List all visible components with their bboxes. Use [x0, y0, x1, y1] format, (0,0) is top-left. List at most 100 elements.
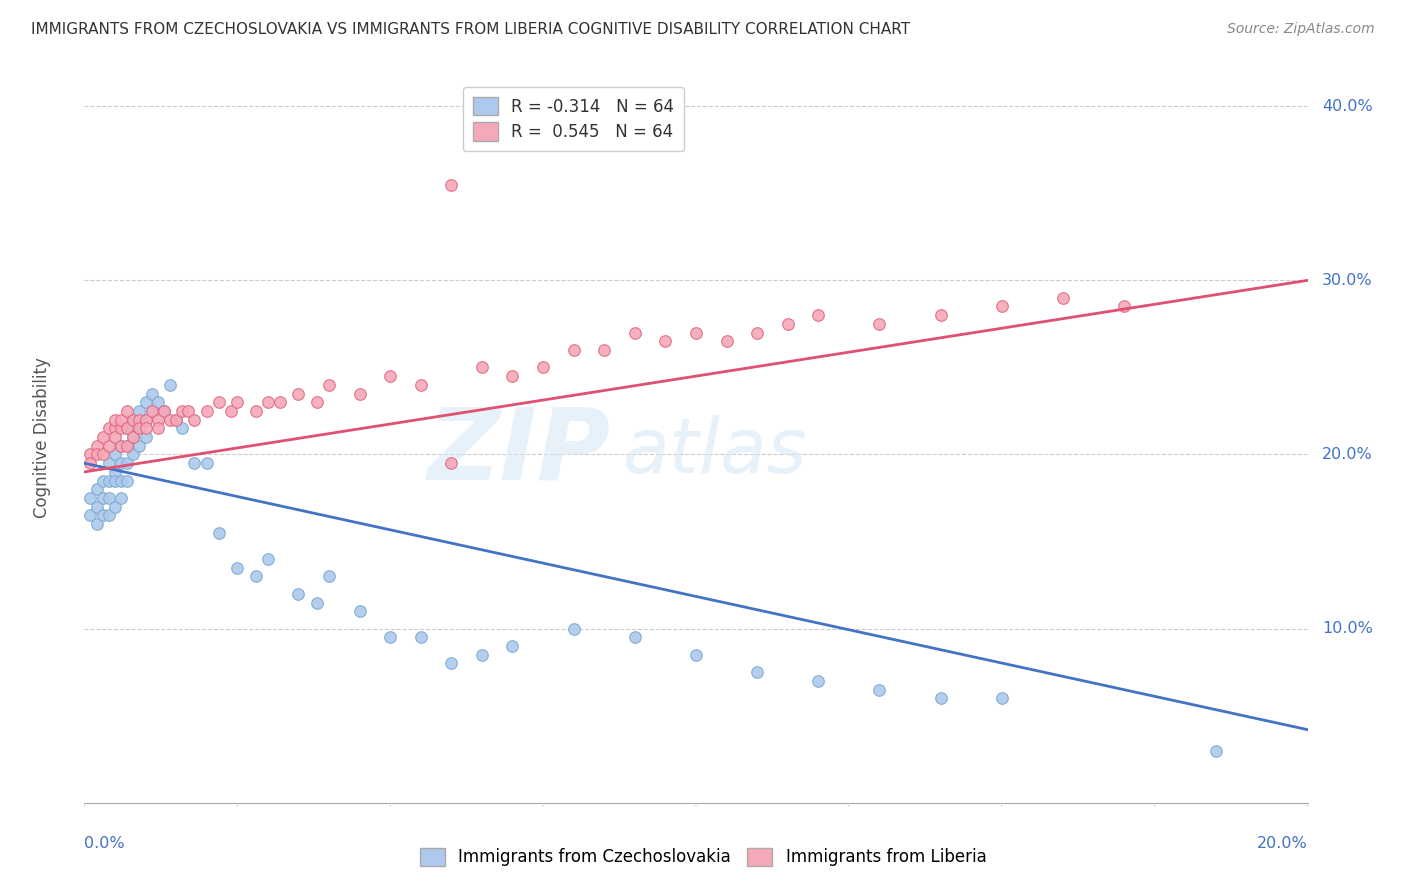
- Point: [654, 334, 676, 349]
- Point: [86, 517, 108, 532]
- Point: [183, 412, 205, 426]
- Point: [305, 595, 328, 609]
- Point: [208, 525, 231, 540]
- Point: [115, 421, 138, 435]
- Point: [97, 456, 120, 470]
- Point: [991, 300, 1014, 314]
- Point: [104, 465, 127, 479]
- Text: IMMIGRANTS FROM CZECHOSLOVAKIA VS IMMIGRANTS FROM LIBERIA COGNITIVE DISABILITY C: IMMIGRANTS FROM CZECHOSLOVAKIA VS IMMIGR…: [31, 22, 910, 37]
- Point: [110, 474, 132, 488]
- Point: [776, 317, 799, 331]
- Text: Source: ZipAtlas.com: Source: ZipAtlas.com: [1227, 22, 1375, 37]
- Text: ZIP: ZIP: [427, 403, 610, 500]
- Point: [409, 377, 432, 392]
- Point: [122, 430, 145, 444]
- Point: [807, 673, 830, 688]
- Point: [531, 360, 554, 375]
- Point: [141, 386, 163, 401]
- Point: [115, 404, 138, 418]
- Point: [716, 334, 738, 349]
- Point: [195, 456, 218, 470]
- Point: [135, 412, 157, 426]
- Point: [747, 665, 769, 680]
- Point: [104, 430, 127, 444]
- Point: [471, 648, 494, 662]
- Point: [115, 439, 138, 453]
- Point: [135, 412, 157, 426]
- Point: [257, 552, 280, 566]
- Point: [165, 412, 187, 426]
- Point: [177, 404, 200, 418]
- Point: [245, 569, 267, 583]
- Point: [929, 691, 952, 706]
- Point: [991, 691, 1014, 706]
- Point: [153, 404, 176, 418]
- Legend: Immigrants from Czechoslovakia, Immigrants from Liberia: Immigrants from Czechoslovakia, Immigran…: [413, 841, 993, 873]
- Text: 10.0%: 10.0%: [1322, 621, 1374, 636]
- Point: [110, 421, 132, 435]
- Point: [146, 412, 169, 426]
- Point: [86, 500, 108, 514]
- Point: [226, 560, 249, 574]
- Point: [593, 343, 616, 357]
- Point: [172, 404, 194, 418]
- Point: [141, 404, 163, 418]
- Point: [195, 404, 218, 418]
- Point: [245, 404, 267, 418]
- Point: [104, 500, 127, 514]
- Point: [380, 369, 402, 384]
- Point: [165, 412, 187, 426]
- Point: [562, 343, 585, 357]
- Point: [219, 404, 242, 418]
- Point: [115, 474, 138, 488]
- Point: [269, 395, 291, 409]
- Point: [79, 491, 101, 505]
- Point: [471, 360, 494, 375]
- Point: [183, 456, 205, 470]
- Point: [159, 412, 181, 426]
- Point: [110, 456, 132, 470]
- Point: [305, 395, 328, 409]
- Point: [562, 622, 585, 636]
- Point: [97, 508, 120, 523]
- Point: [86, 439, 108, 453]
- Point: [91, 491, 114, 505]
- Point: [440, 456, 463, 470]
- Point: [115, 439, 138, 453]
- Point: [122, 412, 145, 426]
- Legend: R = -0.314   N = 64, R =  0.545   N = 64: R = -0.314 N = 64, R = 0.545 N = 64: [463, 87, 685, 151]
- Point: [1205, 743, 1227, 757]
- Point: [287, 587, 309, 601]
- Point: [685, 326, 707, 340]
- Point: [747, 326, 769, 340]
- Point: [104, 474, 127, 488]
- Point: [91, 448, 114, 462]
- Point: [86, 483, 108, 497]
- Point: [257, 395, 280, 409]
- Point: [135, 395, 157, 409]
- Point: [115, 456, 138, 470]
- Point: [135, 421, 157, 435]
- Point: [929, 308, 952, 322]
- Point: [141, 404, 163, 418]
- Text: atlas: atlas: [623, 415, 807, 489]
- Point: [91, 474, 114, 488]
- Point: [685, 648, 707, 662]
- Point: [97, 491, 120, 505]
- Point: [1114, 300, 1136, 314]
- Point: [104, 421, 127, 435]
- Point: [110, 491, 132, 505]
- Point: [128, 421, 150, 435]
- Point: [318, 569, 340, 583]
- Point: [86, 448, 108, 462]
- Point: [208, 395, 231, 409]
- Text: Cognitive Disability: Cognitive Disability: [32, 357, 51, 517]
- Point: [91, 430, 114, 444]
- Point: [409, 631, 432, 645]
- Point: [104, 448, 127, 462]
- Point: [97, 439, 120, 453]
- Point: [128, 421, 150, 435]
- Point: [502, 639, 524, 653]
- Point: [869, 317, 891, 331]
- Point: [502, 369, 524, 384]
